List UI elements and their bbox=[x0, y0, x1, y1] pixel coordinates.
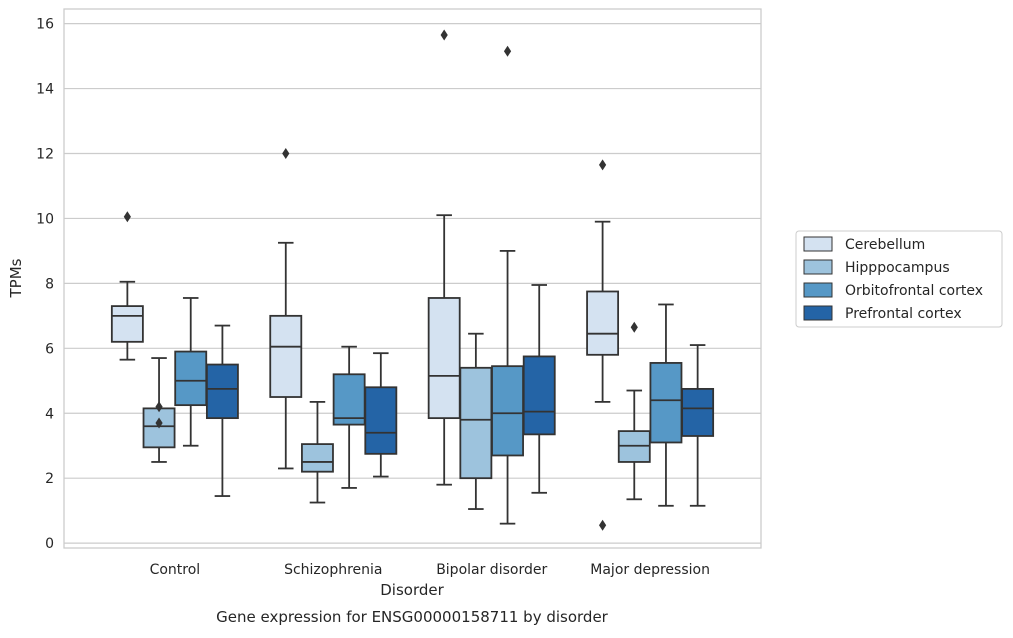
box bbox=[269, 314, 303, 398]
box bbox=[586, 290, 620, 356]
box bbox=[427, 297, 461, 420]
y-tick-label: 10 bbox=[36, 211, 54, 227]
plot-area-frame bbox=[63, 8, 762, 549]
box bbox=[649, 362, 683, 444]
legend-label: Hipppocampus bbox=[845, 260, 950, 276]
box bbox=[681, 387, 715, 437]
legend-swatch bbox=[803, 305, 833, 321]
series-group bbox=[142, 321, 651, 510]
grid-lines bbox=[64, 23, 761, 544]
y-tick-label: 16 bbox=[36, 17, 54, 33]
outlier-point bbox=[155, 417, 163, 429]
outlier-point bbox=[598, 519, 607, 531]
box bbox=[301, 443, 334, 473]
legend-swatch bbox=[803, 282, 833, 298]
outlier-point bbox=[598, 159, 607, 171]
outlier-point bbox=[123, 211, 131, 223]
legend-label: Cerebellum bbox=[845, 237, 925, 253]
legend-label: Prefrontal cortex bbox=[845, 306, 962, 322]
outlier-point bbox=[282, 147, 290, 159]
x-tick-label: Schizophrenia bbox=[284, 562, 382, 578]
y-axis-label: TPMs bbox=[7, 258, 25, 298]
series-group bbox=[205, 284, 715, 507]
outlier-point bbox=[630, 321, 638, 333]
box-series bbox=[110, 29, 715, 531]
box bbox=[491, 365, 524, 457]
y-tick-label: 0 bbox=[45, 536, 54, 552]
x-tick-label: Major depression bbox=[590, 562, 710, 578]
box bbox=[110, 305, 144, 343]
legend-swatch bbox=[803, 259, 833, 275]
x-tick-label: Bipolar disorder bbox=[436, 562, 547, 578]
box bbox=[332, 373, 366, 426]
legend: Cerebellum Hipppocampus Orbitofrontal cort… bbox=[795, 230, 1003, 328]
box bbox=[522, 355, 556, 436]
series-group bbox=[110, 29, 620, 531]
y-tick-label: 12 bbox=[36, 146, 54, 162]
series-group bbox=[174, 45, 683, 525]
legend-frame bbox=[795, 230, 1003, 328]
y-tick-label: 14 bbox=[36, 82, 54, 98]
x-tick-label: Control bbox=[150, 562, 201, 578]
outlier-point bbox=[503, 45, 512, 57]
y-tick-label: 6 bbox=[45, 341, 54, 357]
box bbox=[364, 386, 398, 455]
y-tick-label: 8 bbox=[45, 276, 54, 292]
y-tick-label: 4 bbox=[45, 406, 54, 422]
x-axis-ticks: Control Schizophrenia Bipolar disorder Majo… bbox=[150, 562, 710, 578]
box bbox=[459, 366, 493, 480]
plot-area-background bbox=[64, 9, 761, 548]
box bbox=[174, 350, 208, 407]
legend-swatch bbox=[803, 236, 833, 252]
outlier-point bbox=[155, 401, 163, 413]
y-tick-label: 2 bbox=[45, 471, 54, 487]
x-axis-label: Disorder bbox=[380, 581, 444, 599]
legend-label: Orbitofrontal cortex bbox=[845, 283, 983, 299]
box bbox=[205, 363, 239, 420]
chart-caption: Gene expression for ENSG00000158711 by d… bbox=[216, 608, 609, 626]
outlier-point bbox=[440, 29, 448, 41]
y-axis-ticks: 0 2 4 6 8 10 12 14 16 bbox=[36, 17, 54, 553]
